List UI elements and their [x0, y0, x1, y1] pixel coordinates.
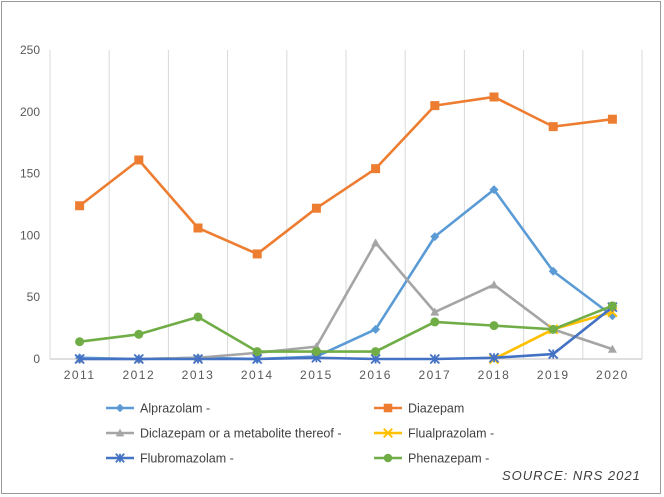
data-point	[193, 312, 203, 322]
legend-label: Alprazolam -	[140, 402, 210, 416]
data-point	[371, 238, 381, 247]
series-group	[74, 301, 618, 365]
legend-marker	[383, 453, 393, 463]
data-point	[311, 347, 321, 357]
legend-item: Diazepam	[374, 402, 464, 416]
data-point	[489, 280, 499, 289]
x-tick-label: 2018	[478, 368, 511, 382]
data-point	[371, 324, 381, 334]
series-group	[75, 301, 617, 357]
legend-item: Flualprazolam -	[374, 427, 494, 441]
x-axis-ticks: 2011 2012 2013 2014 2015 2016 2017 2018 2019 2020	[64, 368, 629, 382]
legend-marker	[115, 403, 125, 413]
data-point	[489, 321, 499, 331]
data-point	[134, 329, 144, 339]
data-point	[548, 324, 558, 334]
data-point	[371, 347, 381, 357]
y-tick-label: 0	[33, 352, 40, 366]
data-point	[607, 114, 617, 124]
data-point	[133, 353, 144, 365]
legend-marker	[383, 403, 393, 413]
data-point	[548, 266, 558, 276]
x-tick-label: 2014	[241, 368, 274, 382]
series-line	[79, 304, 613, 353]
x-tick-label: 2011	[64, 368, 96, 382]
gridlines	[49, 50, 643, 360]
data-point	[134, 155, 144, 165]
data-point	[193, 223, 203, 233]
legend-item: Flubromazolam -	[106, 452, 234, 466]
data-point	[192, 353, 204, 365]
x-tick-label: 2020	[596, 368, 629, 382]
legend: Alprazolam - Diazepam Diclazepam or a meta…	[106, 402, 494, 466]
data-point	[488, 352, 500, 363]
data-point	[430, 307, 440, 316]
series-line	[78, 95, 613, 256]
legend-label: Diclazepam or a metabolite thereof -	[140, 427, 341, 441]
data-point	[607, 301, 617, 311]
y-tick-label: 100	[20, 228, 40, 242]
legend-label: Flualprazolam -	[408, 427, 494, 441]
x-tick-label: 2016	[359, 368, 392, 382]
source-label: SOURCE: NRS 2021	[502, 468, 641, 483]
legend-item: Alprazolam -	[106, 402, 210, 416]
legend-label: Diazepam	[408, 402, 464, 416]
y-tick-label: 250	[20, 43, 40, 57]
data-point	[311, 203, 321, 213]
data-point	[430, 232, 440, 242]
series-line	[79, 306, 614, 361]
legend-item: Diclazepam or a metabolite thereof -	[106, 427, 341, 441]
data-point	[252, 347, 262, 357]
x-tick-label: 2013	[182, 368, 215, 382]
y-tick-label: 150	[20, 167, 40, 181]
x-tick-label: 2019	[537, 368, 570, 382]
data-point	[489, 92, 499, 102]
data-point	[371, 164, 381, 174]
data-point	[607, 344, 617, 353]
data-point	[430, 101, 440, 111]
x-tick-label: 2015	[300, 368, 333, 382]
data-point	[74, 353, 85, 365]
data-point	[429, 353, 440, 365]
y-tick-label: 50	[27, 290, 41, 304]
legend-marker	[115, 428, 125, 437]
legend-item: Phenazepam -	[374, 452, 489, 466]
legend-label: Flubromazolam -	[140, 452, 234, 466]
data-point	[430, 317, 440, 327]
series-group	[75, 92, 617, 259]
x-tick-label: 2017	[418, 368, 451, 382]
legend-marker	[115, 453, 125, 463]
data-point	[489, 185, 499, 195]
x-tick-label: 2012	[122, 368, 155, 382]
data-point	[75, 201, 85, 211]
data-point	[548, 122, 558, 132]
legend-label: Phenazepam -	[408, 452, 489, 466]
data-point	[252, 249, 262, 259]
legend-marker	[383, 428, 393, 438]
series-lines	[74, 92, 618, 365]
data-point	[75, 337, 85, 347]
y-axis-ticks: 0 50 100 150 200 250	[20, 43, 40, 366]
y-tick-label: 200	[20, 105, 40, 119]
data-point	[548, 348, 559, 360]
